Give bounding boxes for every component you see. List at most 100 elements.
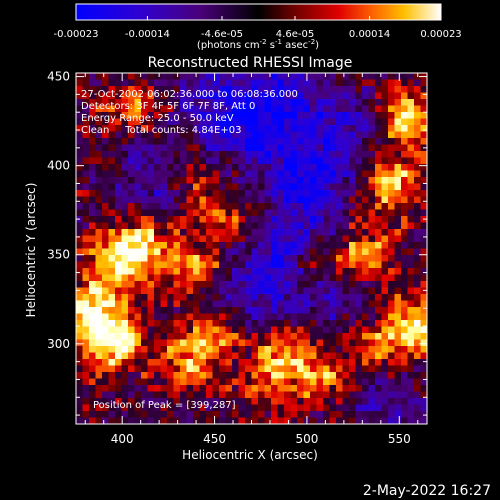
heatmap-cell xyxy=(420,365,427,373)
heatmap-cell xyxy=(329,404,337,412)
heatmap-cell xyxy=(82,196,90,204)
heatmap-cell xyxy=(336,222,344,230)
heatmap-cell xyxy=(167,261,175,269)
heatmap-cell xyxy=(141,131,149,139)
heatmap-cell xyxy=(134,320,142,328)
heatmap-cell xyxy=(355,235,363,243)
heatmap-cell xyxy=(160,92,168,100)
heatmap-cell xyxy=(141,144,149,152)
heatmap-cell xyxy=(245,339,253,347)
heatmap-cell xyxy=(355,261,363,269)
heatmap-cell xyxy=(407,125,415,133)
heatmap-cell xyxy=(297,105,305,113)
heatmap-cell xyxy=(336,352,344,360)
heatmap-cell xyxy=(186,313,194,321)
heatmap-cell xyxy=(206,326,214,334)
heatmap-cell xyxy=(212,125,220,133)
heatmap-cell xyxy=(310,86,318,94)
heatmap-cell xyxy=(258,222,266,230)
heatmap-cell xyxy=(212,255,220,263)
heatmap-cell xyxy=(134,359,142,367)
heatmap-cell xyxy=(206,287,214,295)
heatmap-cell xyxy=(141,105,149,113)
heatmap-cell xyxy=(193,372,201,380)
heatmap-cell xyxy=(173,112,181,120)
heatmap-cell xyxy=(420,92,427,100)
heatmap-cell xyxy=(414,346,422,354)
heatmap-cell xyxy=(362,229,370,237)
heatmap-cell xyxy=(154,105,162,113)
heatmap-cell xyxy=(401,235,409,243)
heatmap-cell xyxy=(147,404,155,412)
heatmap-cell xyxy=(219,281,227,289)
heatmap-cell xyxy=(193,170,201,178)
heatmap-cell xyxy=(349,398,357,406)
heatmap-cell xyxy=(414,372,422,380)
heatmap-cell xyxy=(414,398,422,406)
heatmap-cell xyxy=(186,391,194,399)
colorbar-ticks xyxy=(75,16,442,20)
heatmap-cell xyxy=(232,209,240,217)
heatmap-cell xyxy=(362,196,370,204)
heatmap-cell xyxy=(121,170,129,178)
heatmap-cell xyxy=(388,352,396,360)
heatmap-cell xyxy=(160,131,168,139)
heatmap-cell xyxy=(323,112,331,120)
heatmap-cell xyxy=(121,287,129,295)
heatmap-cell xyxy=(316,326,324,334)
heatmap-cell xyxy=(82,261,90,269)
heatmap-cell xyxy=(128,287,136,295)
heatmap-cell xyxy=(160,326,168,334)
heatmap-cell xyxy=(394,307,402,315)
heatmap-cell xyxy=(121,196,129,204)
heatmap-cell xyxy=(115,86,123,94)
heatmap-cell xyxy=(167,320,175,328)
heatmap-cell xyxy=(290,118,298,126)
heatmap-cell xyxy=(89,183,97,191)
heatmap-cell xyxy=(277,131,285,139)
heatmap-cell xyxy=(290,99,298,107)
heatmap-cell xyxy=(121,92,129,100)
heatmap-cell xyxy=(303,248,311,256)
heatmap-cell xyxy=(154,235,162,243)
heatmap-cell xyxy=(167,359,175,367)
heatmap-cell xyxy=(232,73,240,81)
heatmap-cell xyxy=(102,229,110,237)
heatmap-cell xyxy=(82,274,90,282)
heatmap-cell xyxy=(394,138,402,146)
heatmap-cell xyxy=(134,170,142,178)
heatmap-cell xyxy=(141,222,149,230)
heatmap-cell xyxy=(375,157,383,165)
heatmap-cell xyxy=(206,222,214,230)
heatmap-cell xyxy=(115,411,123,419)
heatmap-cell xyxy=(206,320,214,328)
heatmap-cell xyxy=(277,151,285,159)
heatmap-cell xyxy=(368,138,376,146)
heatmap-cell xyxy=(394,203,402,211)
heatmap-cell xyxy=(134,112,142,120)
heatmap-cell xyxy=(284,378,292,386)
heatmap-cell xyxy=(167,118,175,126)
heatmap-cell xyxy=(310,352,318,360)
heatmap-cell xyxy=(89,268,97,276)
heatmap-cell xyxy=(355,144,363,152)
heatmap-cell xyxy=(102,177,110,185)
heatmap-cell xyxy=(232,86,240,94)
heatmap-cell xyxy=(108,92,116,100)
heatmap-cell xyxy=(128,404,136,412)
heatmap-cell xyxy=(310,359,318,367)
heatmap-cell xyxy=(199,73,207,81)
heatmap-cell xyxy=(290,313,298,321)
heatmap-cell xyxy=(238,274,246,282)
heatmap-cell xyxy=(284,320,292,328)
heatmap-cell xyxy=(342,229,350,237)
heatmap-cell xyxy=(186,281,194,289)
heatmap-cell xyxy=(82,216,90,224)
heatmap-cell xyxy=(193,281,201,289)
heatmap-cell xyxy=(368,398,376,406)
heatmap-cell xyxy=(362,307,370,315)
heatmap-cell xyxy=(329,398,337,406)
heatmap-cell xyxy=(394,105,402,113)
heatmap-cell xyxy=(141,157,149,165)
heatmap-cell xyxy=(219,385,227,393)
